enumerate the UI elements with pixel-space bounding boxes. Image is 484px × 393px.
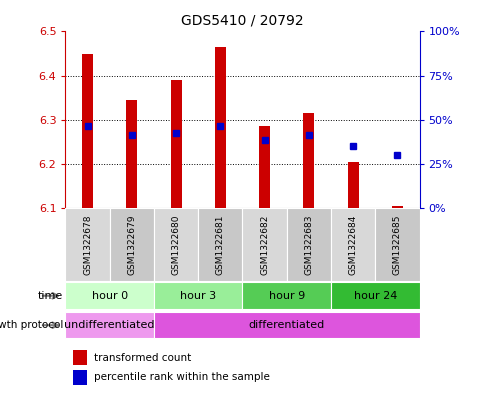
Text: GSM1322683: GSM1322683 xyxy=(304,215,313,275)
Bar xyxy=(153,283,242,309)
Bar xyxy=(391,206,402,208)
Bar xyxy=(330,208,375,281)
Text: GSM1322685: GSM1322685 xyxy=(392,215,401,275)
Text: GSM1322679: GSM1322679 xyxy=(127,215,136,275)
Bar xyxy=(198,208,242,281)
Text: hour 24: hour 24 xyxy=(353,291,396,301)
Text: GSM1322678: GSM1322678 xyxy=(83,215,92,275)
Bar xyxy=(242,208,286,281)
Text: GSM1322682: GSM1322682 xyxy=(259,215,269,275)
Bar xyxy=(242,283,330,309)
Text: GSM1322684: GSM1322684 xyxy=(348,215,357,275)
Text: growth protocol: growth protocol xyxy=(0,320,63,330)
Text: undifferentiated: undifferentiated xyxy=(64,320,155,330)
Text: GSM1322681: GSM1322681 xyxy=(215,215,225,275)
Bar xyxy=(73,350,87,365)
Bar xyxy=(82,53,93,208)
Bar xyxy=(65,208,109,281)
Text: time: time xyxy=(38,291,63,301)
Bar xyxy=(214,47,226,208)
Bar xyxy=(153,208,198,281)
Bar xyxy=(109,208,153,281)
Text: hour 9: hour 9 xyxy=(268,291,304,301)
Text: hour 3: hour 3 xyxy=(180,291,216,301)
Bar xyxy=(258,127,270,208)
Bar xyxy=(170,80,182,208)
Text: hour 0: hour 0 xyxy=(91,291,127,301)
Bar xyxy=(302,113,314,208)
Text: GSM1322680: GSM1322680 xyxy=(171,215,180,275)
Text: transformed count: transformed count xyxy=(93,353,191,362)
Bar xyxy=(330,283,419,309)
Bar xyxy=(65,312,153,338)
Bar xyxy=(65,283,153,309)
Bar xyxy=(347,162,358,208)
Bar xyxy=(126,100,137,208)
Bar xyxy=(286,208,330,281)
Bar xyxy=(375,208,419,281)
Bar xyxy=(153,312,419,338)
Bar xyxy=(73,369,87,385)
Text: differentiated: differentiated xyxy=(248,320,324,330)
Text: percentile rank within the sample: percentile rank within the sample xyxy=(93,372,269,382)
Title: GDS5410 / 20792: GDS5410 / 20792 xyxy=(181,13,303,28)
